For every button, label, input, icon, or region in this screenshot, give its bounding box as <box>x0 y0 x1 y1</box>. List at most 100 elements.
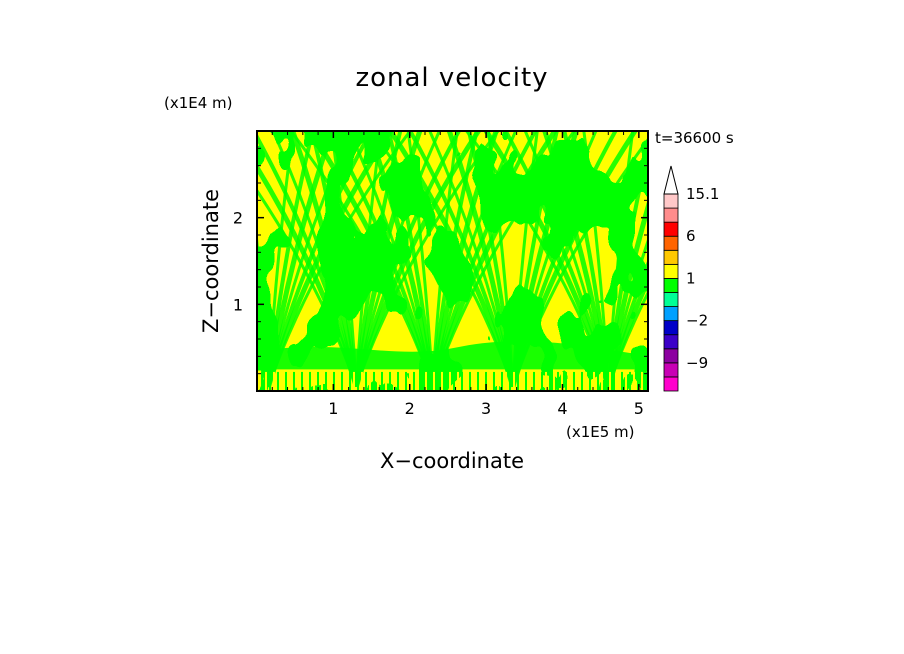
surface-stripe <box>337 371 339 391</box>
surface-stripe <box>497 371 499 391</box>
colorbar-swatch <box>663 235 679 251</box>
field-arches <box>257 131 648 388</box>
surface-stripe <box>465 371 467 391</box>
surface-stripe <box>381 371 383 391</box>
chart-title: zonal velocity <box>355 63 548 93</box>
surface-stripe <box>529 371 531 391</box>
surface-stripe <box>549 371 551 391</box>
y-axis-label: Z−coordinate <box>199 189 223 333</box>
colorbar-swatch <box>663 207 679 223</box>
surface-stripe <box>393 371 395 391</box>
surface-stripe <box>617 371 619 391</box>
colorbar-swatch <box>663 193 679 209</box>
x-axis: 1 2 3 4 5 <box>271 131 644 418</box>
colorbar-swatch <box>663 334 679 350</box>
field-baseband <box>257 371 647 391</box>
x-tick-label: 1 <box>328 399 338 418</box>
surface-stripe <box>629 371 631 391</box>
colorbar-swatch <box>663 348 679 364</box>
surface-stripe <box>425 371 427 391</box>
surface-stripe <box>417 371 419 391</box>
surface-stripe <box>341 371 343 391</box>
surface-stripe <box>541 371 543 391</box>
surface-stripe <box>609 371 611 391</box>
surface-stripe <box>469 371 471 391</box>
surface-stripe <box>597 371 599 391</box>
x-tick-label: 3 <box>481 399 491 418</box>
surface-stripe <box>505 371 507 391</box>
surface-stripe <box>645 371 647 391</box>
surface-stripe <box>325 371 327 391</box>
surface-stripe <box>305 371 307 391</box>
surface-stripe <box>445 371 447 391</box>
surface-stripe <box>297 371 299 391</box>
surface-stripe <box>333 371 335 391</box>
surface-stripe <box>517 371 519 391</box>
y-scale-label: (x1E4 m) <box>164 94 233 112</box>
surface-stripe <box>345 371 347 391</box>
plot-frame <box>256 130 649 392</box>
colorbar-label: 1 <box>686 269 696 287</box>
surface-stripe <box>365 371 367 391</box>
surface-stripe <box>277 371 279 391</box>
surface-stripe <box>577 371 579 391</box>
surface-stripe <box>525 371 527 391</box>
surface-stripe <box>349 371 351 391</box>
surface-stripe <box>397 371 399 391</box>
surface-stripe <box>601 371 603 391</box>
colorbar-label: −2 <box>686 312 708 330</box>
surface-stripe <box>405 371 407 391</box>
surface-stripe <box>293 371 295 391</box>
velocity-field <box>257 131 648 391</box>
surface-stripe <box>301 371 303 391</box>
surface-stripe <box>409 371 411 391</box>
surface-stripe <box>513 371 515 391</box>
low-layer <box>257 341 648 370</box>
surface-stripe <box>385 371 387 391</box>
surface-stripe <box>553 371 555 391</box>
y-axis: 12 <box>233 147 648 375</box>
x-tick-label: 5 <box>634 399 644 418</box>
surface-stripe <box>281 371 283 391</box>
surface-stripe <box>545 371 547 391</box>
colorbar-swatch <box>663 292 679 307</box>
surface-stripe <box>353 371 355 391</box>
surface-stripe <box>625 371 627 391</box>
colorbar-swatch <box>663 249 679 265</box>
colorbar-label: 6 <box>686 227 696 245</box>
surface-stripe <box>477 371 479 391</box>
surface-stripe <box>569 371 571 391</box>
surface-stripe <box>509 371 511 391</box>
surface-stripe <box>329 371 331 391</box>
colorbar-swatch <box>663 362 679 378</box>
surface-stripe <box>641 371 643 391</box>
surface-stripe <box>489 371 491 391</box>
colorbar-label: 15.1 <box>686 185 719 203</box>
x-scale-label: (x1E5 m) <box>566 423 635 441</box>
surface-stripe <box>437 371 439 391</box>
surface-stripe <box>501 371 503 391</box>
colorbar: 15.1 6 1 −2 −9 <box>663 165 719 392</box>
x-axis-label: X−coordinate <box>380 449 524 473</box>
x-tick-label: 4 <box>557 399 567 418</box>
surface-stripe <box>441 371 443 391</box>
surface-stripe <box>633 371 635 391</box>
surface-stripe <box>285 371 287 391</box>
surface-stripe <box>265 371 267 391</box>
surface-stripe <box>581 371 583 391</box>
surface-stripe <box>621 371 623 391</box>
time-label: t=36600 s <box>655 129 734 147</box>
surface-stripe <box>593 371 595 391</box>
surface-stripe <box>357 371 359 391</box>
surface-stripe <box>573 371 575 391</box>
surface-stripe <box>309 371 311 391</box>
surface-stripe <box>533 371 535 391</box>
surface-stripe <box>317 371 319 391</box>
surface-stripe <box>273 371 275 391</box>
surface-stripe <box>401 371 403 391</box>
surface-stripe <box>537 371 539 391</box>
surface-stripe <box>289 371 291 391</box>
surface-stripe <box>605 371 607 391</box>
surface-stripe <box>493 371 495 391</box>
